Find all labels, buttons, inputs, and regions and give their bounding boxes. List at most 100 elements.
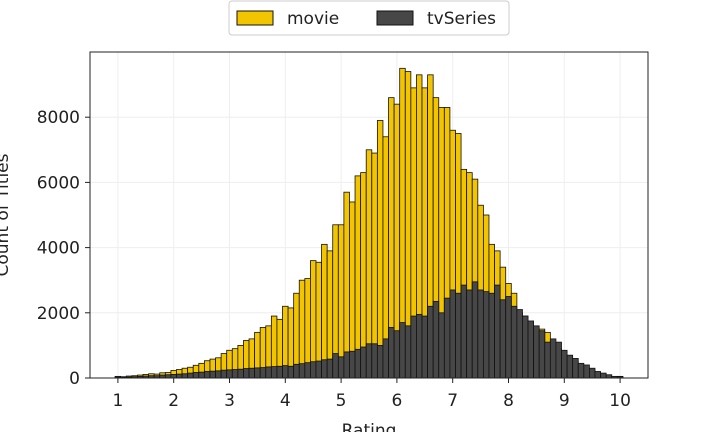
bar xyxy=(432,300,440,379)
bar xyxy=(388,327,395,379)
bar xyxy=(360,346,367,379)
bar xyxy=(187,372,194,379)
x-tick-label: 5 xyxy=(336,391,347,411)
bar xyxy=(226,369,233,379)
bar xyxy=(265,366,272,379)
bar xyxy=(270,366,278,379)
y-tick-label: 2000 xyxy=(37,304,80,324)
bar xyxy=(176,373,183,379)
bar xyxy=(516,309,523,379)
y-tick-label: 0 xyxy=(69,369,80,389)
bar xyxy=(549,338,557,379)
bar xyxy=(203,371,211,379)
bar xyxy=(209,370,216,379)
bar xyxy=(231,369,239,379)
bar xyxy=(315,360,322,379)
bar xyxy=(181,373,189,379)
x-axis-label: Rating xyxy=(342,421,397,432)
x-tick-label: 7 xyxy=(447,391,458,411)
bar xyxy=(282,365,289,379)
bar xyxy=(337,224,345,379)
bar xyxy=(538,330,546,379)
bar xyxy=(594,371,601,379)
bar xyxy=(505,296,512,379)
bar xyxy=(315,261,322,379)
x-tick-label: 10 xyxy=(609,391,631,411)
bar xyxy=(326,358,334,379)
legend-frame xyxy=(228,0,510,36)
x-tick-label: 2 xyxy=(168,391,179,411)
x-tick-label: 1 xyxy=(112,391,123,411)
bar xyxy=(404,325,412,379)
bar xyxy=(287,365,295,379)
bar xyxy=(566,354,574,379)
bar xyxy=(298,363,306,379)
bar xyxy=(443,297,451,379)
bar xyxy=(198,371,205,379)
bar xyxy=(254,367,261,379)
bar xyxy=(572,358,579,379)
bar xyxy=(466,289,473,379)
y-tick-label: 6000 xyxy=(37,173,80,193)
bar xyxy=(220,369,228,379)
plot-frame xyxy=(89,51,649,379)
legend: movie tvSeries xyxy=(228,0,510,36)
bar xyxy=(170,374,177,379)
bar xyxy=(343,191,350,379)
legend-swatch xyxy=(236,10,274,26)
bar xyxy=(522,315,529,379)
bar xyxy=(243,368,250,379)
bar xyxy=(533,325,540,379)
bar xyxy=(393,330,401,379)
bar xyxy=(410,315,417,379)
y-tick-label: 8000 xyxy=(37,108,80,128)
bar xyxy=(600,372,607,379)
bar xyxy=(321,359,328,379)
bar xyxy=(555,341,562,379)
bar xyxy=(416,314,423,379)
legend-swatch xyxy=(376,10,414,26)
bar xyxy=(438,312,445,379)
bar xyxy=(499,299,507,379)
y-axis-label: Count of Titles xyxy=(0,153,13,276)
bar xyxy=(460,284,468,379)
bar xyxy=(427,305,434,379)
bar xyxy=(354,175,362,379)
x-tick-label: 6 xyxy=(391,391,402,411)
bar xyxy=(471,281,479,379)
bar xyxy=(376,344,384,379)
bar xyxy=(488,292,495,379)
bar xyxy=(455,292,462,379)
bar xyxy=(354,348,362,379)
bar xyxy=(365,343,373,379)
bar xyxy=(332,353,339,379)
bar xyxy=(589,367,596,379)
bar xyxy=(583,364,590,379)
bar xyxy=(343,351,350,379)
bar xyxy=(544,341,551,379)
bar xyxy=(293,363,300,379)
x-tick-label: 3 xyxy=(224,391,235,411)
bar xyxy=(349,350,356,379)
legend-label: tvSeries xyxy=(427,9,496,29)
bar xyxy=(192,372,200,379)
bar xyxy=(382,338,389,379)
x-tick-label: 8 xyxy=(503,391,514,411)
y-tick-label: 4000 xyxy=(37,239,80,259)
bar xyxy=(527,320,535,379)
bar xyxy=(421,315,428,379)
legend-label: movie xyxy=(287,9,339,29)
x-tick-label: 4 xyxy=(280,391,291,411)
bar xyxy=(215,370,222,379)
bar xyxy=(371,343,378,379)
bar xyxy=(376,120,384,379)
bar xyxy=(477,289,484,379)
bar xyxy=(577,362,585,379)
bar xyxy=(482,291,490,379)
bar xyxy=(276,365,283,379)
bar xyxy=(310,260,317,379)
bar xyxy=(248,367,256,379)
bar xyxy=(561,349,568,379)
bar xyxy=(321,243,328,379)
